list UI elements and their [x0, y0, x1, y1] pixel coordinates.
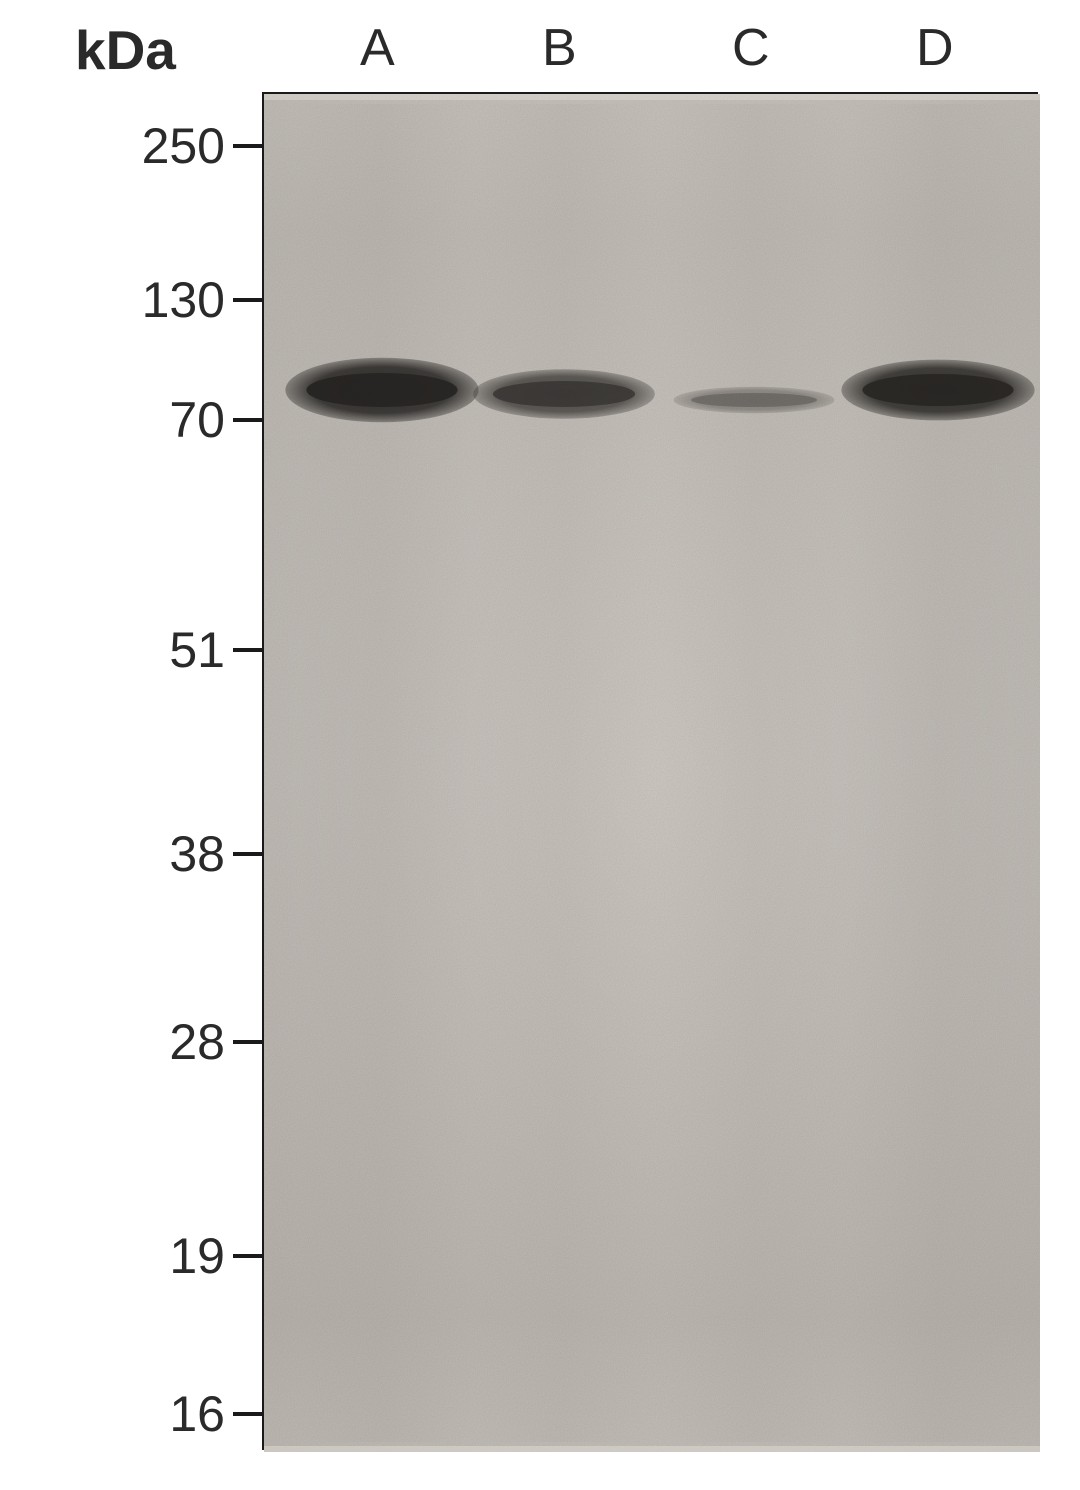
lane-label: A	[360, 18, 395, 78]
marker-tick-label: 16	[169, 1385, 225, 1443]
marker-tick-mark	[233, 648, 262, 652]
marker-tick-mark	[233, 1254, 262, 1258]
lane-label: C	[732, 18, 770, 78]
marker-tick-mark	[233, 1412, 262, 1416]
marker-tick-label: 28	[169, 1013, 225, 1071]
marker-tick-mark	[233, 144, 262, 148]
marker-tick-mark	[233, 298, 262, 302]
marker-tick-label: 70	[169, 391, 225, 449]
marker-tick-mark	[233, 418, 262, 422]
marker-tick-mark	[233, 1040, 262, 1044]
kda-unit-label: kDa	[75, 18, 176, 82]
lane-label: D	[916, 18, 954, 78]
lane-label: B	[542, 18, 577, 78]
marker-tick-label: 19	[169, 1227, 225, 1285]
blot-membrane-frame	[262, 92, 1038, 1450]
marker-tick-label: 38	[169, 825, 225, 883]
marker-tick-label: 250	[142, 117, 225, 175]
marker-tick-label: 51	[169, 621, 225, 679]
blot-figure: kDa A B C D 250 130 70 51 38 28 19 16	[0, 0, 1080, 1490]
blot-membrane	[264, 94, 1040, 1452]
marker-tick-mark	[233, 852, 262, 856]
marker-tick-label: 130	[142, 271, 225, 329]
